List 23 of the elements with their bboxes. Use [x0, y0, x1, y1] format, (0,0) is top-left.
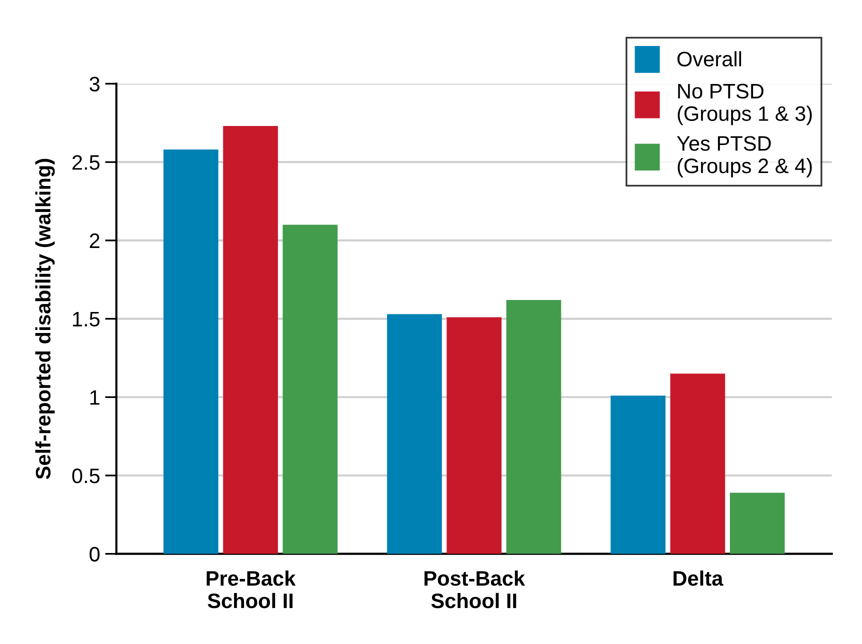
bar	[446, 317, 502, 554]
bar	[610, 396, 666, 554]
y-axis-title: Self-reported disability (walking)	[35, 158, 55, 480]
y-tick-label: 0	[90, 546, 100, 562]
bar	[506, 300, 562, 554]
y-tick-label: 1	[90, 390, 100, 405]
bar	[387, 314, 442, 554]
y-tick-label: 3	[90, 76, 100, 92]
bar	[730, 492, 785, 554]
bar	[223, 126, 278, 554]
bar	[670, 374, 726, 554]
legend-label: No PTSD (Groups 1 & 3)	[678, 84, 812, 126]
x-tick-label: Pre-Back School II	[206, 570, 296, 608]
legend-label: Overall	[677, 51, 742, 66]
legend-label: Yes PTSD (Groups 2 & 4)	[676, 136, 812, 178]
y-tick-label: 1.5	[73, 312, 100, 327]
bar	[163, 150, 218, 554]
y-tick-label: 2	[90, 233, 100, 248]
x-tick-label: Delta	[674, 570, 724, 586]
y-tick-label: 0.5	[72, 468, 100, 484]
bar	[282, 224, 338, 554]
x-tick-label: Post-Back School II	[424, 570, 526, 608]
y-tick-label: 2.5	[72, 155, 100, 170]
